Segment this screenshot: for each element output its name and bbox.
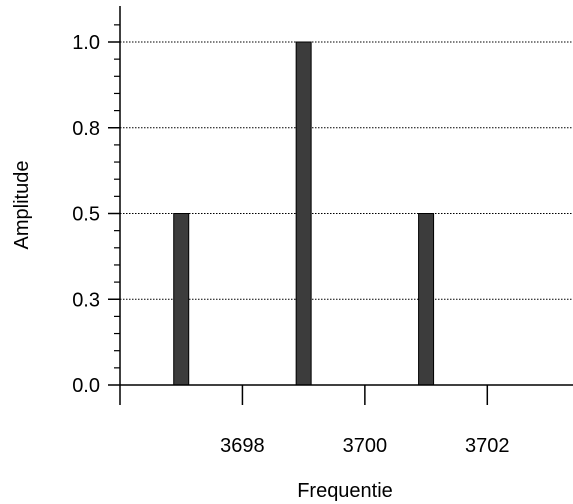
y-tick-label: 0.0 bbox=[72, 375, 100, 397]
x-tick-label: 3698 bbox=[220, 435, 265, 457]
y-tick-label: 1.0 bbox=[72, 32, 100, 54]
x-axis-title: Frequentie bbox=[297, 480, 393, 502]
bar bbox=[173, 213, 190, 386]
axes bbox=[119, 6, 573, 386]
bars bbox=[173, 41, 435, 386]
x-tick-label: 3702 bbox=[465, 435, 510, 457]
bar bbox=[418, 213, 435, 386]
y-axis-title: Amplitude bbox=[11, 161, 33, 250]
y-tick-label: 0.3 bbox=[72, 289, 100, 311]
x-tick-label: 3700 bbox=[343, 435, 388, 457]
y-tick-label: 0.8 bbox=[72, 118, 100, 140]
bar bbox=[295, 41, 312, 386]
ticks bbox=[108, 24, 489, 405]
tick-labels: 0.0 0.3 0.5 0.8 1.0 3698 3700 3702 bbox=[72, 32, 509, 457]
y-tick-label: 0.5 bbox=[72, 204, 100, 226]
gridlines bbox=[120, 41, 573, 300]
